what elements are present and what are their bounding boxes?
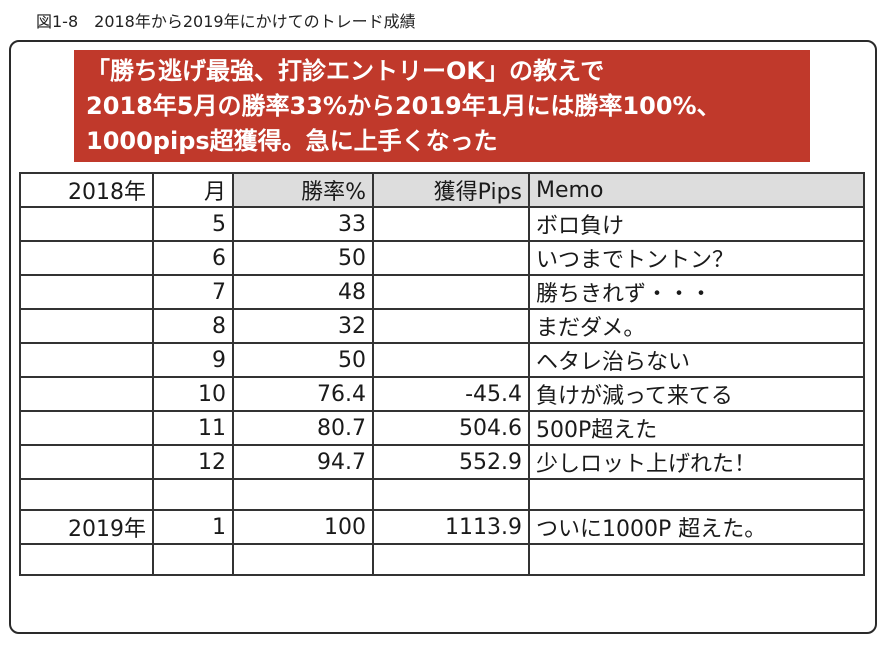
cell-win-rate: 94.7 <box>232 444 374 480</box>
table-row: 10 76.4 -45.4 負けが減って来てる <box>19 376 865 412</box>
table-header-row: 2018年 月 勝率% 獲得Pips Memo <box>19 172 865 208</box>
cell-month: 7 <box>152 274 234 310</box>
table-row <box>19 543 865 576</box>
cell-year <box>19 410 154 446</box>
cell-month: 8 <box>152 308 234 344</box>
cell-win-rate: 50 <box>232 240 374 276</box>
cell-month: 6 <box>152 240 234 276</box>
cell-pips <box>372 478 530 511</box>
cell-year <box>19 274 154 310</box>
cell-year <box>19 376 154 412</box>
cell-year <box>19 206 154 242</box>
cell-pips: -45.4 <box>372 376 530 412</box>
cell-year: 2019年 <box>19 509 154 545</box>
cell-year <box>19 543 154 576</box>
cell-memo: 少しロット上げれた！ <box>528 444 865 480</box>
cell-pips <box>372 240 530 276</box>
banner-line-2: 2018年5月の勝率33%から2019年1月には勝率100%、 <box>86 92 721 120</box>
header-pips: 獲得Pips <box>372 172 530 208</box>
cell-month: 9 <box>152 342 234 378</box>
cell-win-rate <box>232 543 374 576</box>
cell-memo: ヘタレ治らない <box>528 342 865 378</box>
header-year: 2018年 <box>19 172 154 208</box>
table-row: 6 50 いつまでトントン？ <box>19 240 865 276</box>
cell-pips: 504.6 <box>372 410 530 446</box>
banner-line-1: 「勝ち逃げ最強、打診エントリーOK」の教えで <box>86 57 605 85</box>
cell-month: 10 <box>152 376 234 412</box>
cell-win-rate <box>232 478 374 511</box>
header-memo: Memo <box>528 172 865 208</box>
cell-year <box>19 308 154 344</box>
cell-win-rate: 48 <box>232 274 374 310</box>
cell-memo: ついに1000P 超えた。 <box>528 509 865 545</box>
header-month: 月 <box>152 172 234 208</box>
table-row: 2019年 1 100 1113.9 ついに1000P 超えた。 <box>19 509 865 545</box>
cell-pips <box>372 206 530 242</box>
cell-year <box>19 444 154 480</box>
cell-pips <box>372 274 530 310</box>
cell-win-rate: 50 <box>232 342 374 378</box>
table-row: 11 80.7 504.6 500P超えた <box>19 410 865 446</box>
header-win-rate: 勝率% <box>232 172 374 208</box>
banner-line-3: 1000pips超獲得。急に上手くなった <box>86 127 498 155</box>
cell-memo: 勝ちきれず・・・ <box>528 274 865 310</box>
cell-year <box>19 478 154 511</box>
cell-month: 11 <box>152 410 234 446</box>
cell-memo: 負けが減って来てる <box>528 376 865 412</box>
cell-month: 1 <box>152 509 234 545</box>
cell-pips <box>372 342 530 378</box>
cell-memo <box>528 543 865 576</box>
table-body: 5 33 ボロ負け 6 50 いつまでトントン？ 7 48 勝ちきれず・・・ 8 32 まだダメ。 9 5… <box>19 206 865 576</box>
cell-pips <box>372 543 530 576</box>
table-row: 7 48 勝ちきれず・・・ <box>19 274 865 310</box>
figure-caption: 図1-8 2018年から2019年にかけてのトレード成績 <box>36 12 416 31</box>
cell-month: 5 <box>152 206 234 242</box>
cell-memo: まだダメ。 <box>528 308 865 344</box>
cell-pips <box>372 308 530 344</box>
cell-month: 12 <box>152 444 234 480</box>
table-row: 5 33 ボロ負け <box>19 206 865 242</box>
cell-win-rate: 80.7 <box>232 410 374 446</box>
trade-results-table: 2018年 月 勝率% 獲得Pips Memo 5 33 ボロ負け 6 50 いつまでトン… <box>19 172 865 576</box>
cell-win-rate: 100 <box>232 509 374 545</box>
table-row: 8 32 まだダメ。 <box>19 308 865 344</box>
cell-win-rate: 32 <box>232 308 374 344</box>
cell-memo: ボロ負け <box>528 206 865 242</box>
cell-win-rate: 33 <box>232 206 374 242</box>
cell-year <box>19 342 154 378</box>
cell-pips: 1113.9 <box>372 509 530 545</box>
table-row: 9 50 ヘタレ治らない <box>19 342 865 378</box>
cell-memo <box>528 478 865 511</box>
table-row <box>19 478 865 511</box>
cell-pips: 552.9 <box>372 444 530 480</box>
cell-month <box>152 543 234 576</box>
headline-banner: 「勝ち逃げ最強、打診エントリーOK」の教えで 2018年5月の勝率33%から20… <box>74 50 810 162</box>
cell-win-rate: 76.4 <box>232 376 374 412</box>
cell-memo: 500P超えた <box>528 410 865 446</box>
cell-month <box>152 478 234 511</box>
cell-memo: いつまでトントン？ <box>528 240 865 276</box>
cell-year <box>19 240 154 276</box>
table-row: 12 94.7 552.9 少しロット上げれた！ <box>19 444 865 480</box>
